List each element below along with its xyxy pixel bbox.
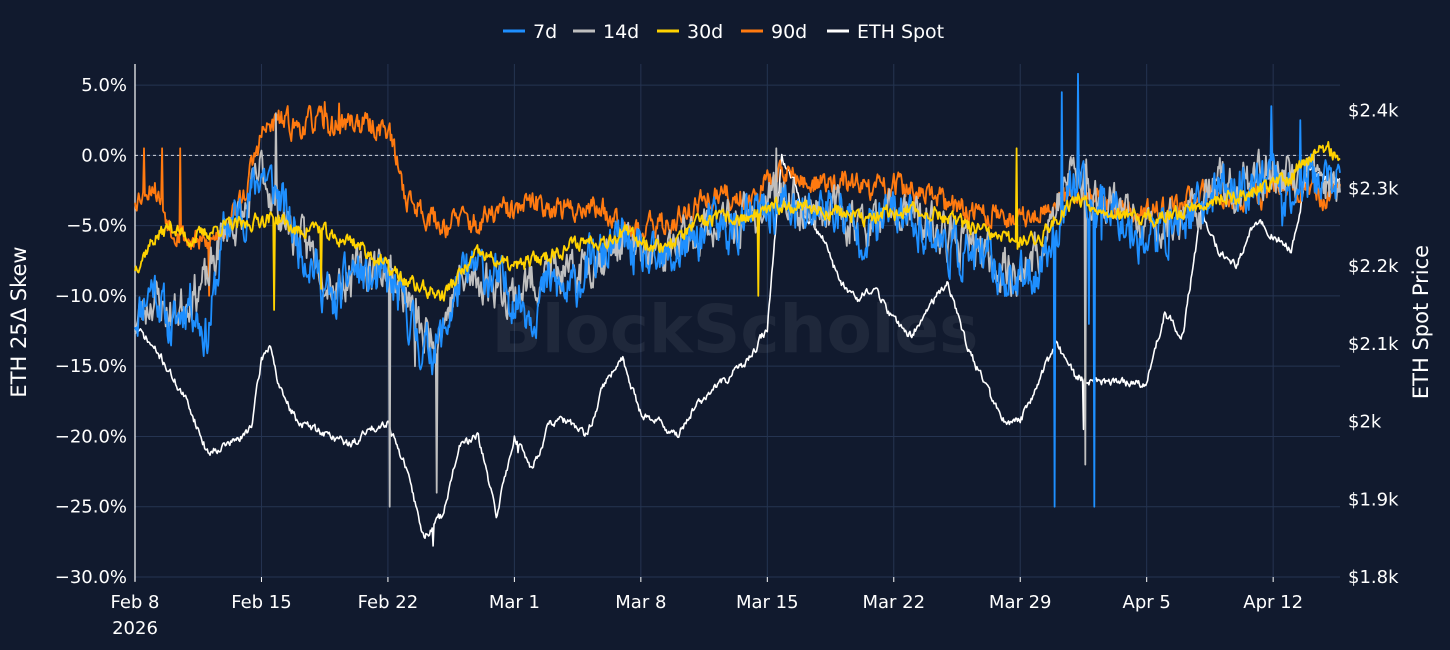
x-tick-label: Mar 29 [989, 592, 1052, 613]
right-tick-label: $1.8k [1348, 567, 1399, 588]
x-tick-label: Mar 8 [615, 592, 666, 613]
x-tick-label: Mar 22 [862, 592, 925, 613]
left-tick-label: −10.0% [55, 286, 127, 307]
legend-label: 30d [687, 21, 723, 43]
legend[interactable]: 7d 14d 30d 90d ETH Spot [503, 21, 944, 43]
series-layer [134, 72, 1341, 547]
x-tick-label: Mar 1 [489, 592, 540, 613]
legend-item-14d[interactable]: 14d [573, 21, 639, 43]
left-tick-label: 0.0% [81, 145, 127, 166]
x-tick-year-label: 2026 [112, 618, 158, 639]
x-tick-label: Mar 15 [736, 592, 799, 613]
x-tick-label: Feb 15 [231, 592, 292, 613]
right-tick-label: $1.9k [1348, 489, 1399, 510]
x-tick-label: Apr 12 [1243, 592, 1303, 613]
legend-label: 14d [603, 21, 639, 43]
legend-item-90d[interactable]: 90d [741, 21, 807, 43]
watermark: BlockScholes [492, 291, 979, 368]
right-tick-label: $2k [1348, 412, 1382, 433]
legend-item-7d[interactable]: 7d [503, 21, 557, 43]
right-axis-ticks: $2.4k $2.3k $2.2k $2.1k $2k $1.9k $1.8k [1348, 101, 1399, 588]
x-axis-ticks: Feb 8 2026 Feb 15 Feb 22 Mar 1 Mar 8 Mar 15 Mar… [110, 577, 1303, 639]
right-axis-title: ETH Spot Price [1409, 245, 1433, 399]
legend-item-30d[interactable]: 30d [657, 21, 723, 43]
x-tick-label: Feb 22 [358, 592, 419, 613]
left-tick-label: −15.0% [55, 356, 127, 377]
right-tick-label: $2.1k [1348, 334, 1399, 355]
x-tick-label: Feb 8 [110, 592, 159, 613]
right-tick-label: $2.3k [1348, 178, 1399, 199]
legend-label: 90d [771, 21, 807, 43]
left-axis-title: ETH 25Δ Skew [7, 246, 31, 397]
left-axis-ticks: 5.0% 0.0% −5.0% −10.0% −15.0% −20.0% −25.0% −30… [55, 75, 127, 588]
left-tick-label: −30.0% [55, 567, 127, 588]
series-line-30d [134, 141, 1341, 311]
right-tick-label: $2.2k [1348, 256, 1399, 277]
series-line-eth-spot [134, 153, 1341, 547]
left-tick-label: −5.0% [66, 216, 127, 237]
series-line-90d [134, 101, 1341, 297]
legend-label: 7d [533, 21, 557, 43]
left-tick-label: −25.0% [55, 497, 127, 518]
legend-label: ETH Spot [857, 21, 944, 43]
legend-item-eth-spot[interactable]: ETH Spot [827, 21, 944, 43]
x-tick-label: Apr 5 [1123, 592, 1171, 613]
series-line-7d [134, 72, 1341, 508]
left-tick-label: −20.0% [55, 426, 127, 447]
left-tick-label: 5.0% [81, 75, 127, 96]
right-tick-label: $2.4k [1348, 101, 1399, 122]
